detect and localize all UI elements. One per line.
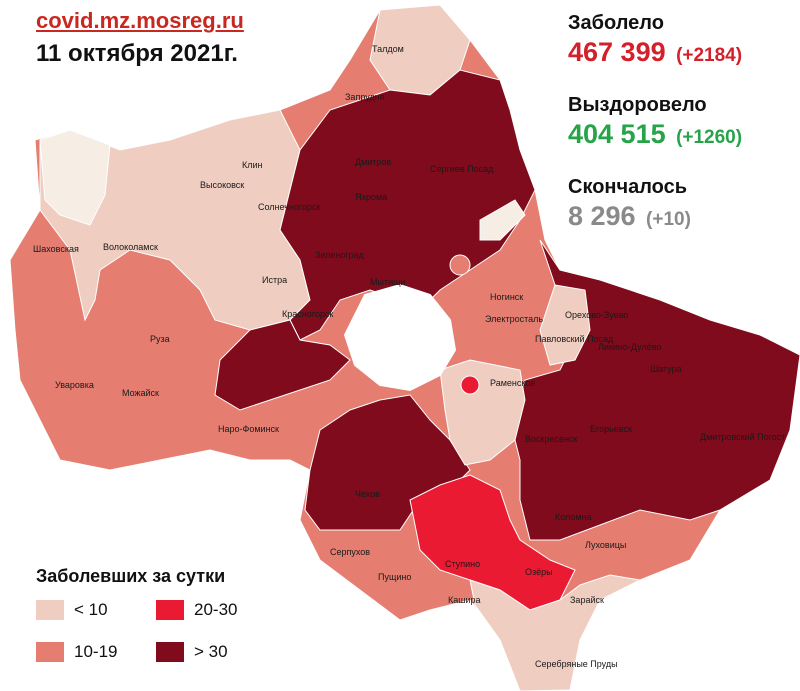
place-label: Уваровка [55,380,94,390]
place-label: Красногорск [282,309,333,319]
district-stupino [409,474,576,611]
place-label: Солнечногорск [258,202,320,212]
source-link[interactable]: covid.mz.mosreg.ru [36,8,244,33]
place-label: Волоколамск [103,242,158,252]
place-label: Яхрома [355,192,387,202]
place-label: Зарайск [570,595,604,605]
place-label: Руза [150,334,170,344]
legend-label-10-19: 10-19 [74,642,118,661]
place-label: Воскресенск [525,434,577,444]
place-label: Зеленоград [315,250,365,260]
legend-label-lt10: < 10 [74,600,108,619]
place-label: Чехов [355,489,380,499]
place-label: Шатура [650,364,682,374]
place-label: Наро-Фоминск [218,424,279,434]
place-labels: Талдом Запрудня Дмитров Сергиев Посад Яхрома… [33,44,785,669]
district-spot-1 [460,375,480,395]
recovered-value: 404 515 [568,119,666,149]
place-label: Серебряные Пруды [535,659,618,669]
place-label: Дмитров [355,157,391,167]
legend-swatch-20-30 [156,600,184,620]
place-label: Орехово-Зуево [565,310,628,320]
place-label: Клин [242,160,263,170]
legend-title: Заболевших за сутки [36,566,226,586]
place-label: Раменское [490,378,535,388]
place-label: Пущино [378,572,411,582]
report-date: 11 октября 2021г. [36,40,238,67]
place-label: Шаховская [33,244,79,254]
recovered-label: Выздоровело [568,94,707,116]
legend-label-20-30: 20-30 [194,600,238,619]
district-odintsovo [214,319,351,411]
place-label: Серпухов [330,547,370,557]
place-label: Высоковск [200,180,244,190]
place-label: Талдом [372,44,404,54]
place-label: Коломна [555,512,592,522]
place-label: Сергиев Посад [430,164,494,174]
legend-swatch-gt30 [156,642,184,662]
place-label: Запрудня [345,92,385,102]
place-label: Озёры [525,567,553,577]
place-label: Ликино-Дулёво [598,342,661,352]
legend-swatch-lt10 [36,600,64,620]
cases-value: 467 399 [568,37,666,67]
district-spot-2 [449,254,471,276]
recovered-delta: (+1260) [676,127,743,148]
place-label: Истра [262,275,287,285]
place-label: Павловский Посад [535,334,614,344]
place-label: Луховицы [585,540,626,550]
moscow-city [343,283,457,392]
place-label: Мытищи [370,277,406,287]
place-label: Ступино [445,559,480,569]
place-label: Можайск [122,388,159,398]
place-label: Электросталь [485,314,543,324]
legend-swatch-10-19 [36,642,64,662]
district-lotoshino [39,129,111,226]
legend-label-gt30: > 30 [194,642,228,661]
cases-delta: (+2184) [676,45,743,66]
deaths-label: Скончалось [568,176,688,198]
deaths-value: 8 296 [568,201,636,231]
place-label: Ногинск [490,292,523,302]
place-label: Дмитровский Погост [700,432,785,442]
deaths-delta: (+10) [646,209,691,230]
place-label: Кашира [448,595,481,605]
stat-recovered: Выздоровело 404 515 (+1260) [568,94,742,150]
stat-cases: Заболело 467 399 (+2184) [568,12,742,68]
district-fryazino [479,199,526,241]
place-label: Егорьевск [590,424,632,434]
district-zaraisk [469,574,642,691]
cases-label: Заболело [568,12,664,34]
stat-deaths: Скончалось 8 296 (+10) [568,176,691,232]
district-pavlovsky-posad [539,284,591,366]
